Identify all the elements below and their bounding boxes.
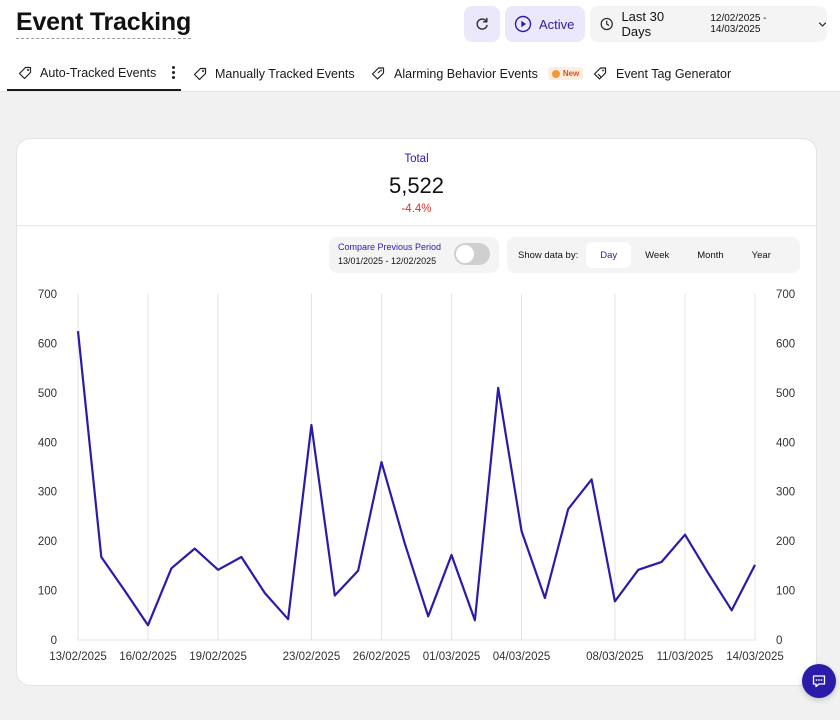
y-tick-label-right: 700 [776,289,795,301]
refresh-button[interactable] [464,6,500,42]
granularity-year[interactable]: Year [751,249,771,261]
y-tick-label-right: 400 [776,437,795,449]
date-range-dates: 12/02/2025 - 14/03/2025 [710,13,767,35]
chat-button[interactable] [802,664,836,698]
compare-toggle[interactable] [454,243,490,265]
y-tick-label-left: 200 [38,536,57,548]
y-tick-label-left: 500 [38,388,57,400]
tab-auto-tracked-events[interactable]: Auto-Tracked Events [7,56,181,91]
y-tick-label-left: 100 [38,586,57,598]
tab-label: Manually Tracked Events [215,66,355,81]
show-data-by: Show data by: Day Week Month Year [507,237,800,273]
total-label: Total [404,153,429,165]
top-bar: Event Tracking Active Last 30 Days 12/02… [0,0,840,92]
x-tick-label: 16/02/2025 [119,651,177,663]
tab-label: Alarming Behavior Events [394,66,538,81]
y-tick-label-left: 300 [38,487,57,499]
show-data-by-label: Show data by: [518,249,579,261]
new-badge: New [547,67,584,80]
total-change: -4.4% [401,203,432,215]
tab-manually-tracked-events[interactable]: Manually Tracked Events [193,56,355,91]
chevron-down-icon [818,20,827,29]
compare-title: Compare Previous Period [338,242,442,252]
x-tick-label: 04/03/2025 [493,651,551,663]
y-tick-label-right: 0 [776,635,782,647]
date-range-label: Last 30 Days [621,9,665,39]
y-tick-label-left: 0 [51,635,57,647]
active-status-button[interactable]: Active [505,6,585,42]
x-tick-label: 14/03/2025 [726,651,784,663]
active-status-label: Active [539,16,575,32]
series-line [76,330,756,627]
page-title: Event Tracking [16,8,191,39]
badge-dot-icon [551,69,560,78]
tab-event-tag-generator[interactable]: Event Tag Generator [593,56,731,91]
tab-alarming-behavior-events[interactable]: Alarming Behavior Events New [371,56,584,91]
new-badge-label: New [562,69,580,78]
granularity-month[interactable]: Month [697,249,724,261]
divider [17,225,816,226]
tab-bar: Auto-Tracked Events Manually Tracked Eve… [0,56,840,92]
tag-icon [193,67,207,80]
granularity-week[interactable]: Week [645,249,670,261]
x-tick-label: 26/02/2025 [353,651,411,663]
events-chart-card: Total 5,522 -4.4% Compare Previous Perio… [16,138,817,686]
clock-icon [600,17,613,31]
alarm-tag-icon [371,67,385,80]
compare-previous-period: Compare Previous Period 13/01/2025 - 12/… [329,237,499,273]
y-tick-label-right: 100 [776,586,795,598]
y-tick-label-right: 500 [776,388,795,400]
x-tick-label: 19/02/2025 [189,651,247,663]
compare-dates: 13/01/2025 - 12/02/2025 [338,256,437,266]
toggle-knob [456,245,474,263]
granularity-day[interactable]: Day [586,242,632,268]
tab-label: Auto-Tracked Events [40,65,157,80]
y-tick-label-left: 600 [38,338,57,350]
play-icon [514,15,532,33]
total-value: 5,522 [388,173,445,198]
y-tick-label-right: 200 [776,536,795,548]
x-tick-label: 01/03/2025 [423,651,481,663]
date-range-picker[interactable]: Last 30 Days 12/02/2025 - 14/03/2025 [590,6,827,42]
y-tick-label-left: 400 [38,437,57,449]
x-tick-label: 23/02/2025 [283,651,341,663]
tag-icon [18,66,32,79]
y-tick-label-right: 300 [776,487,795,499]
x-tick-label: 08/03/2025 [586,651,644,663]
x-tick-label: 11/03/2025 [657,651,714,663]
tag-generator-icon [593,67,607,80]
tab-options-icon[interactable] [172,66,176,79]
refresh-icon [476,17,488,30]
x-tick-label: 13/02/2025 [49,651,107,663]
tab-label: Event Tag Generator [616,66,732,81]
y-tick-label-right: 600 [776,338,795,350]
y-tick-label-left: 700 [38,289,57,301]
chat-icon [812,675,826,688]
